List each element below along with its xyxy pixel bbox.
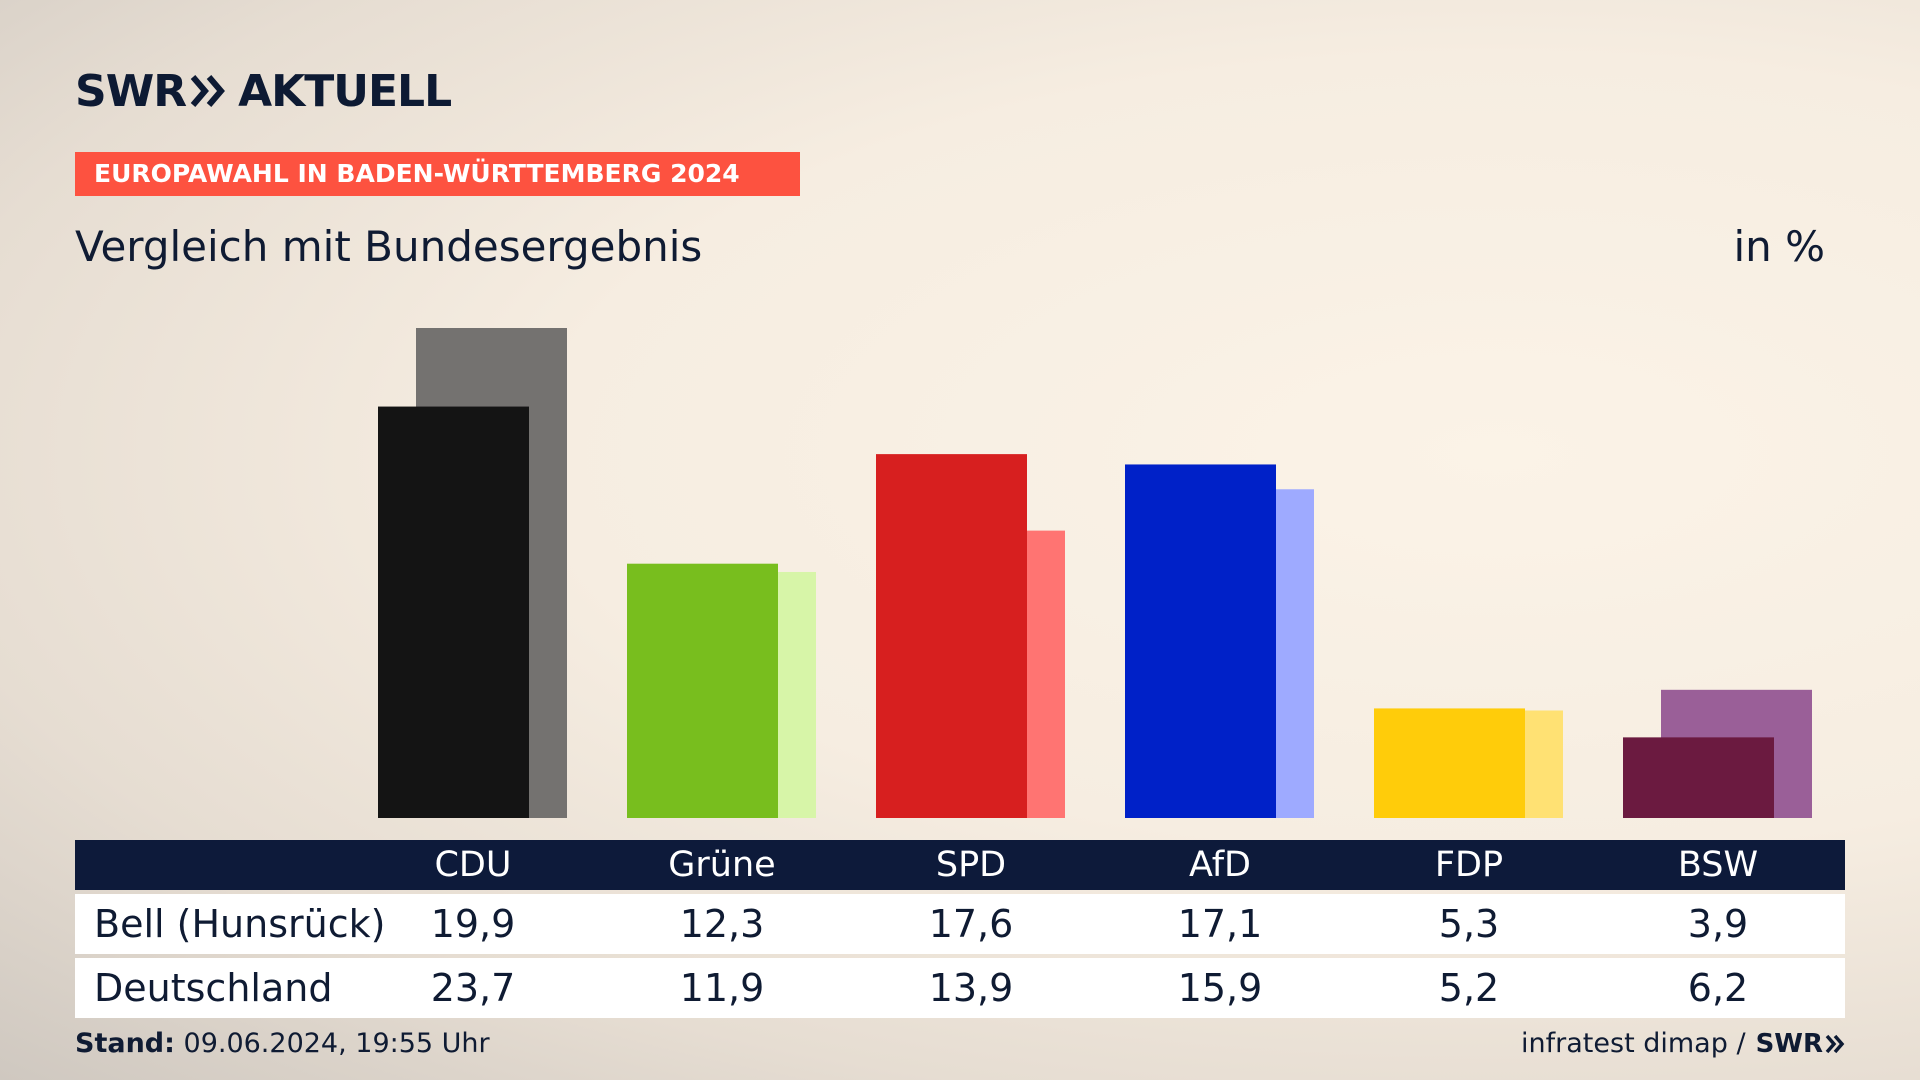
- column-header-afd: AfD: [1189, 845, 1251, 885]
- unit-label: in %: [1733, 222, 1825, 271]
- value-deutschland-fdp: 5,2: [1438, 966, 1500, 1010]
- value-bell-cdu: 19,9: [430, 902, 516, 946]
- logo-aktuell-text: AKTUELL: [238, 65, 452, 117]
- bar-bell-spd: [876, 454, 1027, 818]
- bar-bell-afd: [1125, 464, 1276, 818]
- stand-value: 09.06.2024, 19:55 Uhr: [183, 1028, 490, 1059]
- stand-label: Stand:: [75, 1028, 175, 1059]
- column-header-bsw: BSW: [1677, 845, 1759, 885]
- bar-bell-bsw: [1623, 737, 1774, 818]
- column-header-spd: SPD: [935, 845, 1007, 885]
- column-header-cdu: CDU: [434, 845, 512, 885]
- logo-swr-text: SWR: [75, 65, 187, 117]
- value-deutschland-grüne: 11,9: [679, 966, 765, 1010]
- value-deutschland-bsw: 6,2: [1687, 966, 1749, 1010]
- column-header-fdp: FDP: [1434, 845, 1504, 885]
- row-label-deutschland: Deutschland: [94, 966, 333, 1010]
- table-row-deutschland: Deutschland 23,7 11,9 13,9 15,9 5,2 6,2: [75, 958, 1845, 1018]
- election-banner: EUROPAWAHL IN BADEN-WÜRTTEMBERG 2024: [75, 152, 800, 196]
- table-header: CDU Grüne SPD AfD FDP BSW: [75, 840, 1845, 890]
- value-bell-grüne: 12,3: [679, 902, 765, 946]
- timestamp: Stand: 09.06.2024, 19:55 Uhr: [75, 1028, 490, 1059]
- value-bell-afd: 17,1: [1177, 902, 1263, 946]
- source-logo-swr: SWR: [1755, 1028, 1823, 1059]
- bar-bell-fdp: [1374, 708, 1525, 818]
- value-bell-spd: 17,6: [928, 902, 1014, 946]
- bar-bell-cdu: [378, 406, 529, 818]
- value-bell-bsw: 3,9: [1687, 902, 1749, 946]
- value-deutschland-spd: 13,9: [928, 966, 1014, 1010]
- source-text: infratest dimap /: [1521, 1028, 1746, 1059]
- double-chevron-icon: [190, 75, 226, 107]
- chart-subtitle: Vergleich mit Bundesergebnis: [75, 222, 703, 271]
- results-table: CDU Grüne SPD AfD FDP BSW Bell (Hunsrück) 19,…: [75, 840, 1845, 1018]
- bar-chart: [378, 328, 1812, 818]
- bar-bell-grüne: [627, 563, 778, 818]
- value-deutschland-cdu: 23,7: [430, 966, 516, 1010]
- swr-aktuell-logo: SWR AKTUELL: [75, 65, 452, 117]
- value-deutschland-afd: 15,9: [1177, 966, 1263, 1010]
- column-header-grüne: Grüne: [668, 845, 776, 885]
- table-row-bell: Bell (Hunsrück) 19,9 12,3 17,6 17,1 5,3 3,9: [75, 894, 1845, 954]
- value-bell-fdp: 5,3: [1438, 902, 1500, 946]
- double-chevron-icon: [1825, 1034, 1845, 1053]
- source-credit: infratest dimap / SWR: [1521, 1028, 1845, 1059]
- row-label-bell: Bell (Hunsrück): [94, 902, 386, 946]
